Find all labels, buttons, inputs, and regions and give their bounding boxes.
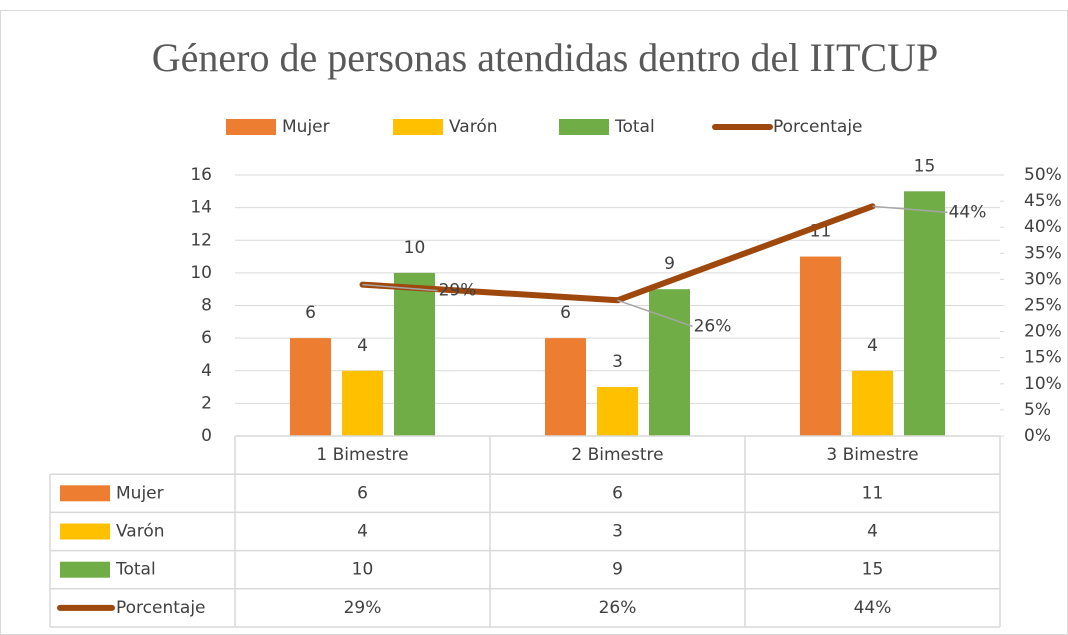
legend-key [393, 119, 443, 135]
y-tick-label: 2 [201, 393, 212, 413]
table-cell: 15 [862, 560, 884, 580]
y-tick-label: 10 [190, 263, 212, 283]
data-label: 4 [357, 336, 368, 356]
bar [545, 338, 586, 436]
bar [904, 191, 945, 436]
leader-line [617, 299, 693, 327]
y-tick-label: 12 [190, 230, 212, 250]
y2-tick-label: 30% [1024, 269, 1062, 289]
table-cell: 3 [612, 522, 623, 542]
x-tick-label: 2 Bimestre [571, 445, 663, 465]
data-label: 44% [949, 202, 987, 222]
y2-tick-label: 0% [1024, 426, 1051, 446]
y2-tick-label: 25% [1024, 296, 1062, 316]
bar [649, 289, 690, 436]
table-key [60, 523, 110, 540]
bar [597, 387, 638, 436]
bar [800, 256, 841, 436]
legend-label: Mujer [282, 117, 330, 137]
table-row-label: Porcentaje [116, 598, 206, 618]
data-label: 15 [914, 156, 936, 176]
y2-tick-label: 10% [1024, 374, 1062, 394]
y2-tick-label: 45% [1024, 191, 1062, 211]
data-label: 29% [439, 281, 477, 301]
y2-tick-label: 35% [1024, 243, 1062, 263]
y2-tick-label: 15% [1024, 348, 1062, 368]
table-key [60, 561, 110, 578]
y2-tick-label: 40% [1024, 217, 1062, 237]
table-cell: 4 [867, 522, 878, 542]
x-tick-label: 3 Bimestre [826, 445, 918, 465]
x-tick-label: 1 Bimestre [316, 445, 408, 465]
data-label: 26% [694, 316, 732, 336]
table-cell: 9 [612, 560, 623, 580]
y2-tick-label: 20% [1024, 322, 1062, 342]
table-cell: 4 [357, 522, 368, 542]
y2-tick-label: 50% [1024, 165, 1062, 185]
table-cell: 26% [599, 598, 637, 618]
y-tick-label: 8 [201, 296, 212, 316]
table-cell: 29% [344, 598, 382, 618]
chart-border [0, 10, 1068, 635]
data-label: 4 [867, 336, 878, 356]
table-row-label: Varón [116, 522, 165, 542]
y-tick-label: 6 [201, 328, 212, 348]
legend-label: Porcentaje [773, 117, 863, 137]
y2-tick-label: 5% [1024, 400, 1051, 420]
table-cell: 11 [862, 483, 884, 503]
table-cell: 44% [854, 598, 892, 618]
table-row-label: Mujer [116, 483, 164, 503]
data-label: 6 [305, 303, 316, 323]
leader-line [872, 205, 948, 214]
bar [342, 370, 383, 436]
table-cell: 6 [612, 483, 623, 503]
table-row-label: Total [115, 560, 156, 580]
data-label: 9 [664, 254, 675, 274]
data-label: 6 [560, 303, 571, 323]
data-label: 3 [612, 352, 623, 372]
table-cell: 10 [352, 560, 374, 580]
data-label: 10 [404, 238, 426, 258]
bar [290, 338, 331, 436]
y-tick-label: 16 [190, 165, 212, 185]
y-tick-label: 14 [190, 198, 212, 218]
legend-key [226, 119, 276, 135]
y-tick-label: 4 [201, 361, 212, 381]
legend-key [559, 119, 609, 135]
bar [394, 272, 435, 436]
legend-label: Total [614, 117, 655, 137]
leader-line [362, 283, 438, 292]
table-cell: 6 [357, 483, 368, 503]
y-tick-label: 0 [201, 426, 212, 446]
bar [852, 370, 893, 436]
table-key [60, 485, 110, 502]
chart-title: Género de personas atendidas dentro del … [152, 35, 938, 80]
legend-label: Varón [449, 117, 498, 137]
